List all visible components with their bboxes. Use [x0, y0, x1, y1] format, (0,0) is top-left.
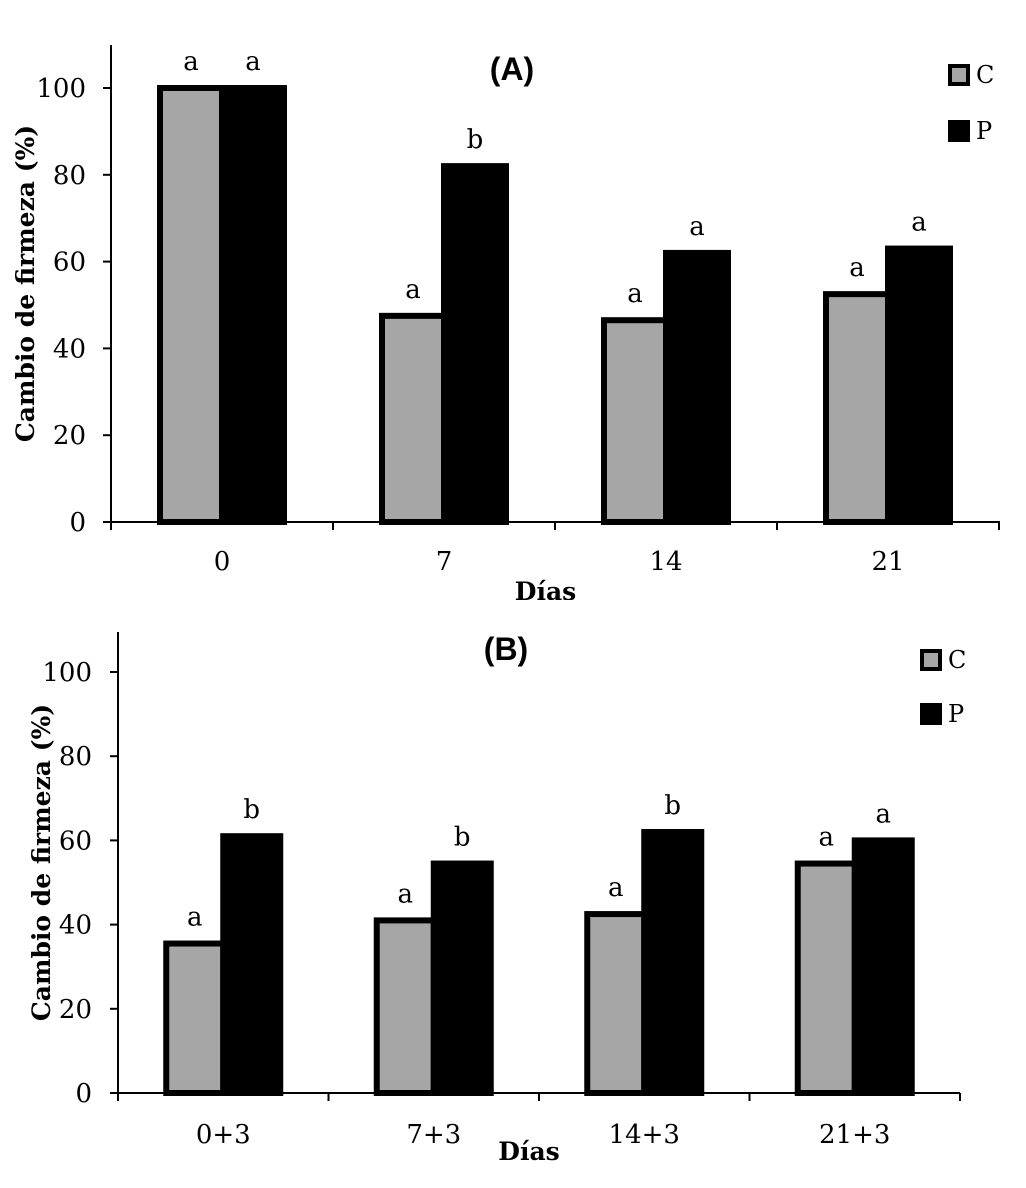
legend-label: P — [976, 117, 992, 145]
y-tick-label: 100 — [36, 74, 86, 104]
legend-swatch-p — [920, 703, 942, 725]
x-tick-label: 0+3 — [196, 1120, 251, 1150]
x-tick-label: 7+3 — [406, 1120, 461, 1150]
x-tick-label: 14 — [649, 547, 682, 577]
significance-letter: a — [849, 253, 865, 283]
bar-p-14 — [663, 249, 731, 525]
significance-letter: b — [243, 795, 260, 825]
bar-p-7 — [441, 163, 509, 525]
y-tick-label: 20 — [59, 995, 92, 1025]
significance-letter: b — [454, 823, 471, 853]
bar-p-21 — [885, 245, 953, 526]
bar-c-21+3 — [794, 860, 858, 1096]
y-axis-title: Cambio de firmeza (%) — [27, 704, 56, 1021]
x-tick-label: 21+3 — [819, 1120, 890, 1150]
y-tick-label: 20 — [53, 421, 86, 451]
bar-p-0+3 — [220, 833, 284, 1096]
bar-c-7 — [379, 312, 447, 525]
x-axis-title: Días — [498, 1137, 559, 1166]
bar-p-21+3 — [851, 837, 915, 1097]
x-tick-label: 14+3 — [609, 1120, 680, 1150]
significance-letter: a — [397, 879, 413, 909]
panel-title: (A) — [490, 51, 534, 87]
legend-swatch-p — [948, 120, 970, 142]
y-tick-label: 40 — [53, 334, 86, 364]
significance-letter: a — [245, 47, 261, 77]
significance-letter: b — [467, 125, 484, 155]
y-tick-label: 60 — [59, 826, 92, 856]
significance-letter: a — [875, 799, 891, 829]
legend-swatch-c — [948, 64, 970, 86]
bar-c-0+3 — [163, 940, 227, 1096]
significance-letter: b — [664, 791, 681, 821]
y-tick-label: 100 — [42, 658, 92, 688]
significance-letter: a — [187, 903, 203, 933]
bar-p-14+3 — [641, 828, 705, 1096]
significance-letter: a — [405, 275, 421, 305]
x-tick-label: 7 — [436, 547, 453, 577]
bar-c-14+3 — [584, 911, 648, 1097]
x-axis-title: Días — [515, 577, 576, 600]
significance-letter: a — [689, 212, 705, 242]
bar-c-7+3 — [373, 917, 437, 1097]
chart-panel-a: a a 0 a b 7 a a 14 a a 21 0 20 40 60 80 100 Días Cambio de … — [11, 45, 1000, 600]
x-tick-label: 0 — [214, 547, 231, 577]
panel-title: (B) — [484, 631, 528, 667]
y-axis-title: Cambio de firmeza (%) — [11, 125, 40, 442]
significance-letter: a — [608, 873, 624, 903]
legend-label: P — [948, 700, 964, 728]
x-tick-label: 21 — [871, 547, 904, 577]
y-tick-label: 0 — [69, 508, 86, 538]
significance-letter: a — [627, 279, 643, 309]
y-tick-label: 60 — [53, 248, 86, 278]
bar-c-14 — [601, 317, 669, 525]
bar-p-7+3 — [430, 860, 494, 1096]
significance-letter: a — [911, 208, 927, 238]
y-tick-label: 80 — [59, 742, 92, 772]
y-tick-label: 40 — [59, 911, 92, 941]
significance-letter: a — [818, 823, 834, 853]
y-tick-label: 0 — [75, 1079, 92, 1109]
legend-label: C — [976, 61, 994, 89]
legend-label: C — [948, 646, 966, 674]
significance-letter: a — [183, 47, 199, 77]
legend-swatch-c — [920, 649, 942, 671]
y-tick-label: 80 — [53, 161, 86, 191]
